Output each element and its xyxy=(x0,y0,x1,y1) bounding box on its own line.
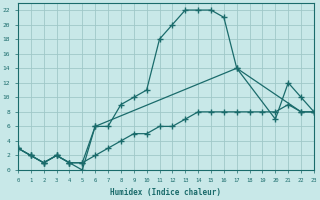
X-axis label: Humidex (Indice chaleur): Humidex (Indice chaleur) xyxy=(110,188,221,197)
